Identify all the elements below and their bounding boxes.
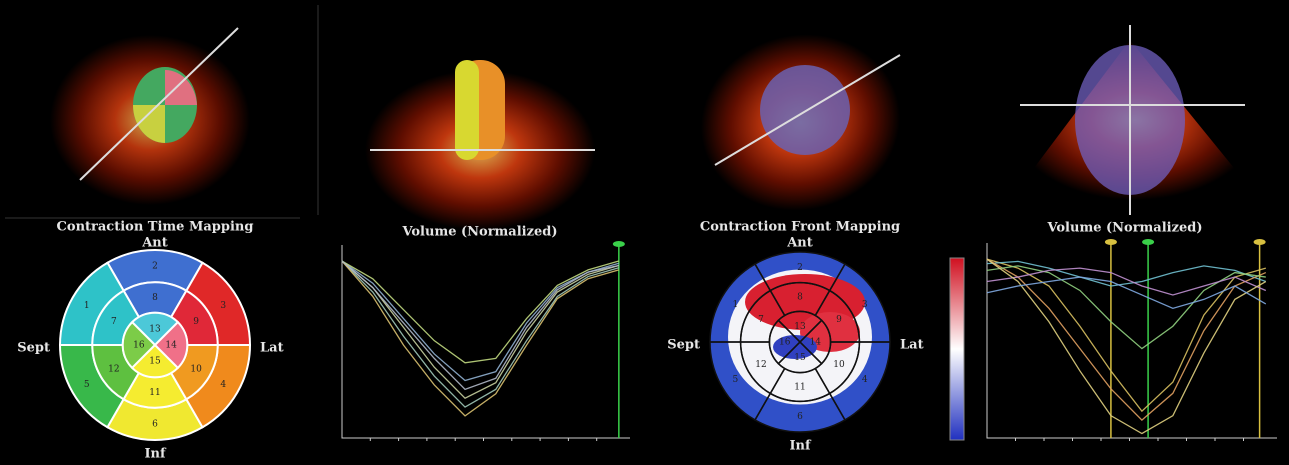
segment-label: 10: [190, 364, 202, 374]
segment-label: 12: [108, 364, 119, 374]
segment-label: 13: [149, 324, 161, 334]
orientation-label: Ant: [786, 236, 813, 251]
cursor-handle: [1105, 239, 1117, 245]
segment-label: 1: [732, 300, 738, 310]
segment-label: 8: [797, 293, 803, 303]
cursor-handle: [1142, 239, 1154, 245]
series-line: [987, 259, 1266, 433]
segment-label: 16: [133, 341, 145, 351]
series-line: [342, 261, 619, 398]
series-line: [987, 277, 1266, 308]
segment-label: 5: [732, 375, 738, 385]
screenshot: Contraction Time MappingAntSeptLatInf215…: [0, 0, 1289, 465]
cursor-handle: [613, 241, 625, 247]
segment-label: 16: [779, 338, 791, 348]
orientation-label: Inf: [144, 447, 167, 462]
orientation-label: Sept: [667, 338, 700, 353]
panel-title: Contraction Time Mapping: [57, 220, 254, 235]
segment-label: 4: [220, 380, 226, 390]
orientation-label: Lat: [900, 338, 924, 353]
segment-label: 9: [836, 315, 842, 325]
orientation-label: Ant: [141, 236, 168, 251]
axis: [342, 245, 630, 438]
segment-label: 9: [193, 317, 199, 327]
cursor-handle: [1254, 239, 1266, 245]
color-bar: [950, 258, 964, 440]
segment-label: 15: [149, 357, 161, 367]
segment-label: 4: [862, 375, 868, 385]
segment-label: 11: [149, 388, 160, 398]
segment-label: 10: [833, 360, 845, 370]
segment-label: 6: [797, 412, 803, 422]
segment-label: 2: [152, 262, 158, 272]
segment-label: 6: [152, 419, 158, 429]
panel-title: Volume (Normalized): [1046, 221, 1202, 236]
segment-label: 8: [152, 293, 158, 303]
orientation-label: Lat: [260, 341, 284, 356]
segment-label: 14: [165, 341, 177, 351]
panel-title: Volume (Normalized): [401, 225, 557, 240]
segment-label: 7: [111, 317, 117, 327]
segment-label: 3: [862, 300, 868, 310]
segment-label: 12: [755, 360, 766, 370]
segment-label: 11: [794, 383, 805, 393]
segment-label: 13: [794, 322, 806, 332]
segment-label: 14: [810, 338, 822, 348]
echo-images: [5, 5, 1260, 230]
segment-label: 5: [84, 380, 90, 390]
series-line: [342, 261, 619, 363]
orientation-label: Inf: [789, 439, 812, 454]
segment-label: 15: [794, 353, 806, 363]
segment-label: 3: [220, 301, 226, 311]
series-line: [987, 266, 1266, 349]
segment-label: 1: [84, 301, 90, 311]
panel-title: Contraction Front Mapping: [700, 220, 900, 235]
series-line: [342, 261, 619, 407]
segment-label: 7: [758, 315, 764, 325]
segment-label: 2: [797, 263, 803, 273]
orientation-label: Sept: [17, 341, 50, 356]
